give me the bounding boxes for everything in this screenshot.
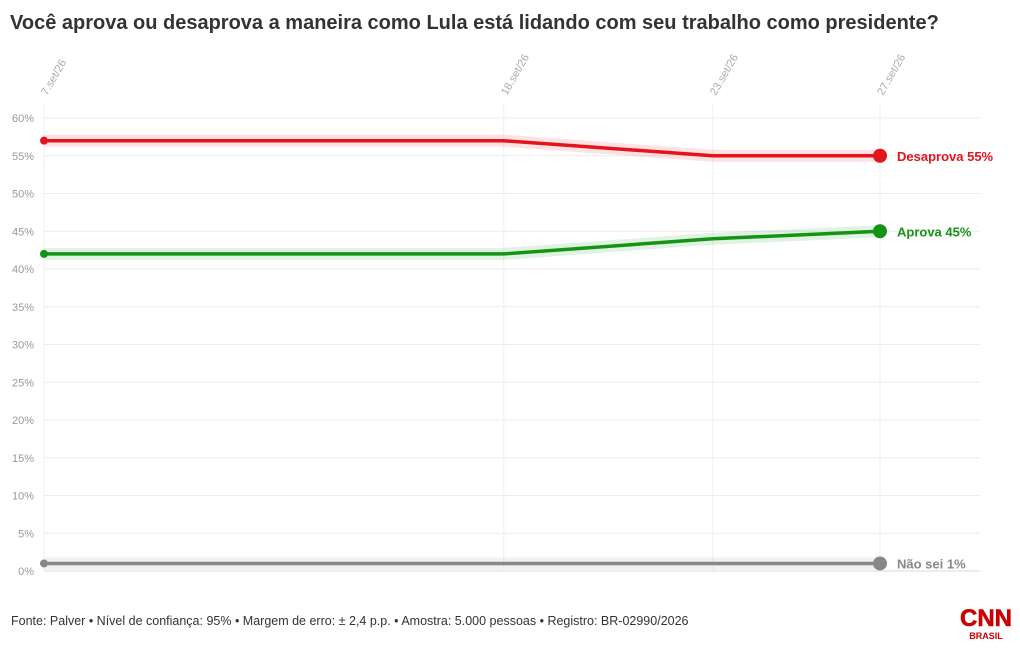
x-tick-label: 27.set/26: [875, 52, 908, 97]
logo-text-brasil: BRASIL: [969, 631, 1003, 641]
x-tick-labels: 7.set/26 18.set/26 23.set/26 27.set/26: [39, 52, 908, 97]
source-footer: Fonte: Palver • Nível de confiança: 95% …: [11, 614, 689, 628]
y-tick-label: 35%: [12, 302, 34, 314]
y-tick-labels: 0% 5% 10% 15% 20% 25% 30% 35% 40% 45% 50% 55% 60%: [12, 113, 34, 578]
series-end-label: Não sei 1%: [897, 556, 966, 571]
chart-title: Você aprova ou desaprova a maneira como …: [10, 12, 939, 34]
series-point: [40, 249, 48, 258]
series-point: [40, 136, 48, 145]
series-bands: [44, 134, 881, 570]
cnn-brasil-logo: CNN BRASIL: [960, 605, 1012, 641]
series-line: [44, 229, 881, 256]
y-tick-label: 55%: [12, 151, 34, 163]
x-tick-label: 7.set/26: [39, 58, 69, 98]
series-end-label: Aprova 45%: [897, 224, 972, 239]
series-lines: [44, 138, 881, 566]
series-point: [873, 148, 887, 163]
x-tick-label: 18.set/26: [499, 52, 532, 97]
series-end-label: Desaprova 55%: [897, 149, 994, 164]
x-tick-label: 23.set/26: [708, 52, 741, 97]
series-point: [873, 556, 887, 571]
y-tick-label: 30%: [12, 340, 34, 352]
grid: [43, 104, 980, 572]
y-tick-label: 15%: [12, 453, 34, 465]
y-tick-label: 0%: [18, 566, 34, 578]
y-tick-label: 20%: [12, 415, 34, 427]
series-point: [873, 224, 887, 239]
line-chart: 7.set/26 18.set/26 23.set/26 27.set/26 0% 5%…: [12, 52, 994, 578]
series-point: [40, 559, 48, 568]
y-tick-label: 45%: [12, 226, 34, 238]
series-end-labels: Desaprova 55% Aprova 45% Não sei 1%: [897, 149, 994, 572]
series-points: [40, 136, 887, 571]
y-tick-label: 5%: [18, 528, 34, 540]
series-line: [44, 138, 880, 158]
series-band: [44, 134, 880, 162]
y-tick-label: 60%: [12, 113, 34, 125]
y-tick-label: 10%: [12, 491, 34, 503]
y-tick-label: 25%: [12, 377, 34, 389]
series-band: [44, 225, 881, 260]
y-tick-label: 50%: [12, 189, 34, 201]
y-tick-label: 40%: [12, 264, 34, 276]
logo-text-cnn: CNN: [960, 605, 1012, 632]
